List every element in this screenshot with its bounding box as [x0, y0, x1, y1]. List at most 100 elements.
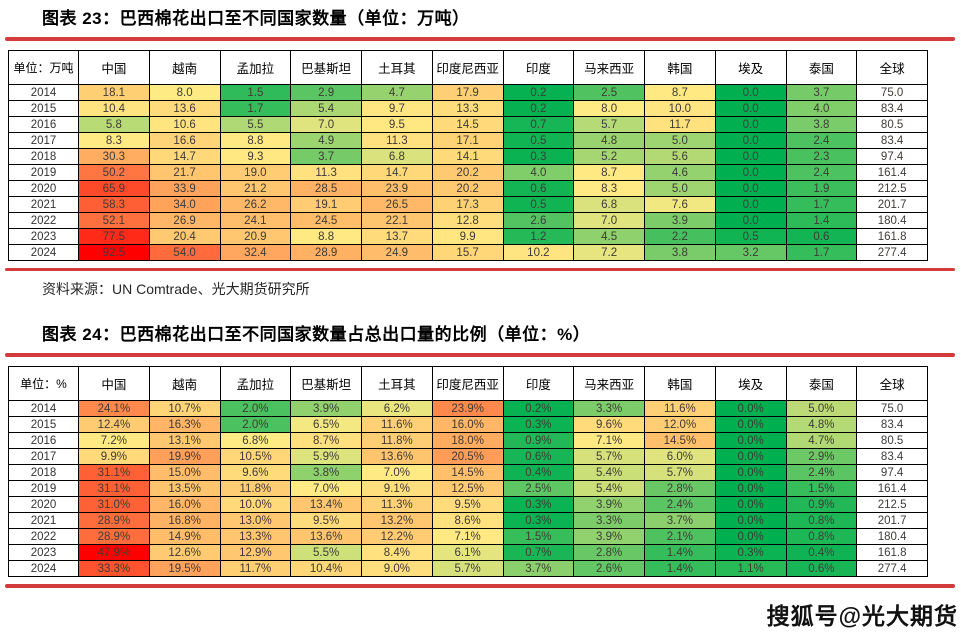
- value-cell: 9.0%: [361, 560, 433, 577]
- value-cell: 4.7: [361, 84, 433, 101]
- table-row: 2020 31.0% 16.0% 10.0% 13.4% 11.3% 9.5% 0.3% 3.9…: [8, 496, 928, 513]
- value-cell: 17.3: [431, 196, 504, 213]
- year-cell: 2022: [8, 528, 79, 545]
- value-cell: 5.7%: [431, 560, 504, 577]
- value-cell: 5.0: [644, 180, 716, 197]
- table-row: 2022 28.9% 14.9% 13.3% 13.6% 12.2% 7.1% 1.5% 3.9…: [8, 528, 928, 545]
- value-cell: 2.6: [502, 212, 575, 229]
- value-cell: 20.2: [431, 164, 504, 181]
- value-cell: 0.3%: [502, 496, 575, 513]
- value-cell: 0.7%: [502, 544, 575, 561]
- table-row: 2014 24.1% 10.7% 2.0% 3.9% 6.2% 23.9% 0.2% 3.3% 1…: [8, 400, 928, 417]
- value-cell: 8.3: [78, 132, 150, 149]
- value-cell: 15.0%: [148, 464, 221, 481]
- column-header: 孟加拉: [219, 366, 292, 401]
- value-cell: 0.0: [714, 132, 787, 149]
- value-cell: 7.0: [573, 212, 645, 229]
- global-total-cell: 97.4: [856, 464, 928, 481]
- value-cell: 1.4%: [644, 560, 716, 577]
- value-cell: 26.9: [148, 212, 221, 229]
- value-cell: 4.9: [290, 132, 362, 149]
- value-cell: 13.2%: [361, 512, 433, 529]
- value-cell: 5.6: [644, 148, 716, 165]
- value-cell: 2.1%: [644, 528, 716, 545]
- column-header: 印度尼西亚: [431, 366, 504, 401]
- value-cell: 0.3: [502, 148, 575, 165]
- value-cell: 15.7: [431, 244, 504, 261]
- value-cell: 11.6%: [644, 400, 716, 417]
- year-cell: 2019: [8, 480, 79, 497]
- value-cell: 7.1%: [431, 528, 504, 545]
- value-cell: 2.2: [644, 228, 716, 245]
- value-cell: 14.5%: [644, 432, 716, 449]
- value-cell: 31.0%: [78, 496, 150, 513]
- value-cell: 10.7%: [148, 400, 221, 417]
- value-cell: 20.5%: [431, 448, 504, 465]
- value-cell: 11.8%: [361, 432, 433, 449]
- value-cell: 0.5: [502, 132, 575, 149]
- value-cell: 3.3%: [573, 512, 645, 529]
- global-total-cell: 277.4: [856, 560, 928, 577]
- value-cell: 19.0: [219, 164, 292, 181]
- value-cell: 0.0: [714, 148, 787, 165]
- value-cell: 8.3: [573, 180, 645, 197]
- value-cell: 5.0%: [785, 400, 858, 417]
- value-cell: 23.9%: [431, 400, 504, 417]
- value-cell: 10.4: [78, 100, 150, 117]
- value-cell: 11.3: [361, 132, 433, 149]
- value-cell: 11.3: [290, 164, 362, 181]
- value-cell: 0.0: [714, 164, 787, 181]
- table-row: 2019 50.2 21.7 19.0 11.3 14.7 20.2 4.0 8.7 4.6 0.0…: [8, 164, 928, 181]
- value-cell: 24.5: [290, 212, 362, 229]
- value-cell: 14.5%: [431, 464, 504, 481]
- value-cell: 4.8%: [785, 416, 858, 433]
- value-cell: 7.1%: [573, 432, 645, 449]
- year-cell: 2018: [8, 148, 79, 165]
- year-cell: 2014: [8, 400, 79, 417]
- value-cell: 10.5%: [219, 448, 292, 465]
- value-cell: 9.9: [431, 228, 504, 245]
- value-cell: 0.0%: [714, 448, 787, 465]
- value-cell: 2.6%: [573, 560, 645, 577]
- year-cell: 2017: [8, 448, 79, 465]
- column-header: 印度: [502, 366, 575, 401]
- value-cell: 19.9%: [148, 448, 221, 465]
- column-header: 泰国: [785, 50, 858, 85]
- global-total-cell: 83.4: [856, 132, 928, 149]
- column-header: 孟加拉: [219, 50, 292, 85]
- value-cell: 30.3: [78, 148, 150, 165]
- value-cell: 9.5%: [290, 512, 362, 529]
- source-divider-rule: [5, 268, 955, 271]
- table-row: 2016 7.2% 13.1% 6.8% 8.7% 11.8% 18.0% 0.9% 7.1% 1…: [8, 432, 928, 449]
- value-cell: 5.0: [644, 132, 716, 149]
- column-header: 越南: [148, 366, 221, 401]
- value-cell: 11.7: [644, 116, 716, 133]
- value-cell: 3.9%: [290, 400, 362, 417]
- value-cell: 50.2: [78, 164, 150, 181]
- year-cell: 2021: [8, 196, 79, 213]
- value-cell: 1.5: [219, 84, 292, 101]
- global-total-cell: 161.4: [856, 164, 928, 181]
- value-cell: 7.0: [290, 116, 362, 133]
- value-cell: 0.6%: [785, 560, 858, 577]
- value-cell: 6.8: [573, 196, 645, 213]
- value-cell: 34.0: [148, 196, 221, 213]
- column-header: 越南: [148, 50, 221, 85]
- value-cell: 0.3%: [502, 512, 575, 529]
- value-cell: 4.0: [785, 100, 858, 117]
- figure-23-title: 图表 23：巴西棉花出口至不同国家数量（单位：万吨）: [42, 9, 470, 28]
- global-total-cell: 97.4: [856, 148, 928, 165]
- value-cell: 16.3%: [148, 416, 221, 433]
- value-cell: 13.4%: [290, 496, 362, 513]
- global-total-cell: 75.0: [856, 400, 928, 417]
- global-total-cell: 161.8: [856, 544, 928, 561]
- global-total-cell: 83.4: [856, 448, 928, 465]
- value-cell: 0.7: [502, 116, 575, 133]
- table-row: 2023 47.9% 12.6% 12.9% 5.5% 8.4% 6.1% 0.7% 2.8% 1…: [8, 544, 928, 561]
- table-row: 2015 10.4 13.6 1.7 5.4 9.7 13.3 0.2 8.0 10.0 0.0 4.…: [8, 100, 928, 117]
- value-cell: 65.9: [78, 180, 150, 197]
- value-cell: 1.9: [785, 180, 858, 197]
- value-cell: 7.2%: [78, 432, 150, 449]
- value-cell: 7.0%: [361, 464, 433, 481]
- source-note: 资料来源：UN Comtrade、光大期货研究所: [42, 281, 310, 297]
